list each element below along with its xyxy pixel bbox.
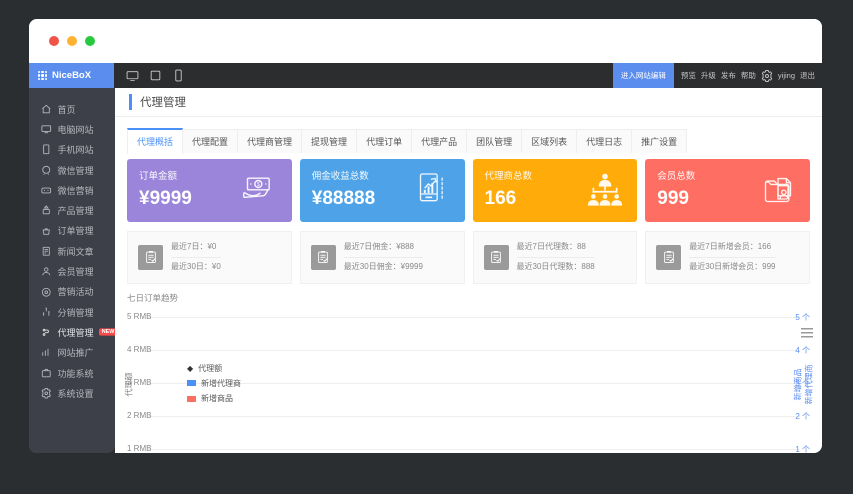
- svg-text:$: $: [257, 182, 260, 188]
